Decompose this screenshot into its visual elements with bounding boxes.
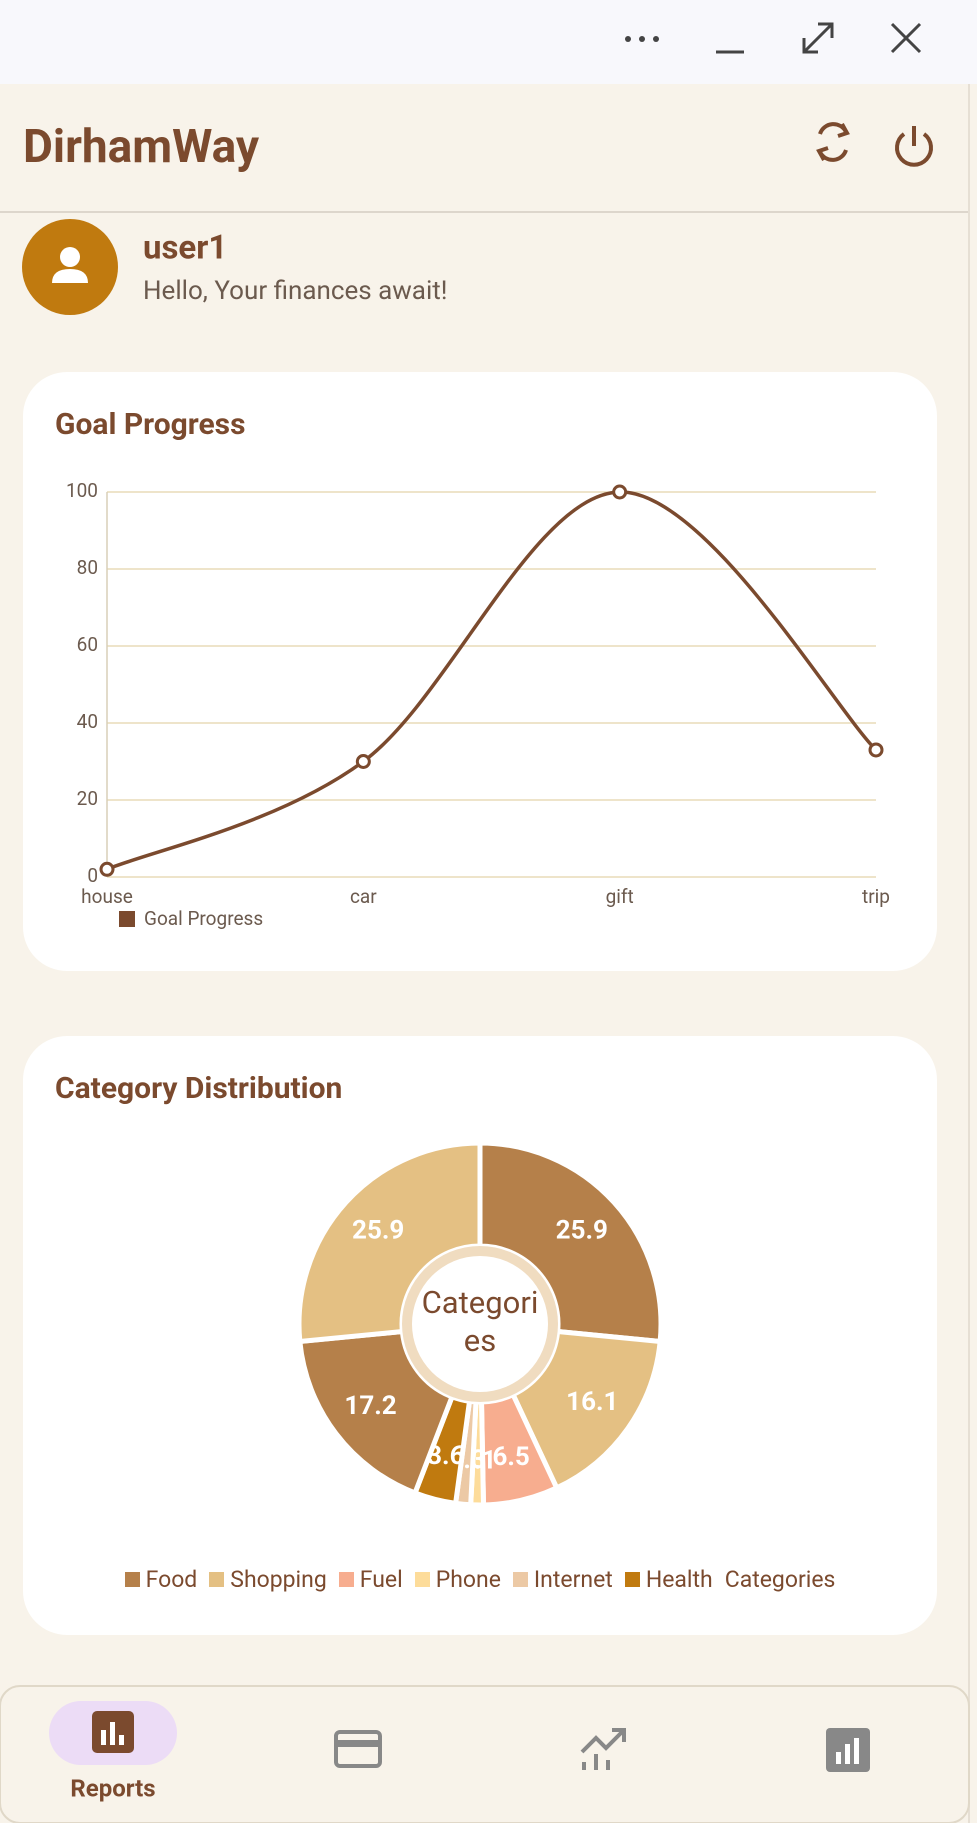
legend-label: Health — [645, 1566, 713, 1593]
card-title: Goal Progress — [55, 407, 246, 442]
y-tick-label: 100 — [66, 479, 98, 502]
slice-label: 25.9 — [352, 1215, 404, 1245]
x-tick-label: gift — [606, 885, 634, 908]
donut-center-label: Categories — [421, 1284, 539, 1359]
greeting: Hello, Your finances await! — [143, 276, 447, 306]
y-tick-label: 60 — [77, 633, 98, 656]
more-button[interactable] — [625, 36, 659, 42]
tab-label[interactable]: Reports — [70, 1774, 155, 1802]
data-point — [868, 742, 884, 758]
legend-swatch — [209, 1572, 225, 1587]
legend-label: Food — [145, 1566, 198, 1593]
bottom-nav — [0, 1685, 970, 1823]
legend-swatch — [119, 911, 135, 927]
refresh-button[interactable] — [816, 122, 850, 162]
avatar-icon — [52, 247, 88, 283]
legend-swatch — [414, 1572, 430, 1587]
legend-item: Internet — [512, 1566, 613, 1593]
legend-swatch — [124, 1572, 140, 1587]
close-button[interactable] — [890, 22, 922, 54]
data-point — [355, 754, 371, 769]
trends-tab[interactable] — [580, 1728, 626, 1770]
line-chart: 0 20 40 60 80 100 house car gift trip Goal Progres… — [66, 479, 890, 930]
legend-swatch — [338, 1572, 354, 1587]
x-tick-label: trip — [862, 885, 890, 908]
maximize-button[interactable] — [802, 22, 834, 54]
slice-label: 6.5 — [492, 1442, 529, 1472]
legend-item: Fuel — [338, 1566, 403, 1593]
donut-chart: 25.916.16.51.11.33.617.225.9 — [296, 1140, 664, 1508]
cards-tab[interactable] — [334, 1730, 382, 1768]
y-tick-label: 40 — [77, 710, 98, 733]
legend-label: Internet — [533, 1566, 613, 1593]
user-name: user1 — [143, 229, 227, 268]
pie-slice — [297, 1328, 456, 1497]
data-point — [99, 861, 115, 877]
data-point — [612, 484, 628, 500]
legend-item: Shopping — [209, 1566, 327, 1593]
y-tick-label: 0 — [87, 864, 98, 887]
slice-label: 17.2 — [344, 1391, 396, 1421]
x-tick-label: car — [350, 885, 377, 908]
legend-series-label: Categories — [724, 1566, 836, 1593]
legend-item: Phone — [414, 1566, 501, 1593]
y-tick-label: 20 — [77, 787, 98, 810]
slice-label: 16.1 — [566, 1387, 618, 1417]
app-header — [0, 84, 969, 212]
legend-label: Phone — [435, 1566, 501, 1593]
goal-card — [23, 372, 937, 971]
legend-swatch — [512, 1572, 528, 1587]
legend-item: Food — [124, 1566, 198, 1593]
legend-label: Goal Progress — [144, 907, 263, 930]
y-tick-label: 80 — [77, 556, 98, 579]
legend-item: Health — [624, 1566, 713, 1593]
reports-icon-bars — [101, 1722, 124, 1745]
window-bar — [0, 0, 977, 84]
x-tick-label: house — [81, 885, 133, 908]
slice-label: 25.9 — [556, 1215, 608, 1245]
app-title: DirhamWay — [23, 120, 260, 174]
card-title: Category Distribution — [55, 1071, 342, 1106]
legend-label: Shopping — [230, 1566, 327, 1593]
pie-legend: Food Shopping Fuel Phone Internet Health Categ… — [23, 1566, 937, 1593]
stats-tab[interactable] — [826, 1728, 870, 1772]
donut-hole — [412, 1256, 548, 1392]
legend-swatch — [624, 1572, 640, 1587]
series-line — [106, 490, 878, 871]
logout-button[interactable] — [895, 126, 933, 167]
legend-label: Fuel — [359, 1566, 403, 1593]
